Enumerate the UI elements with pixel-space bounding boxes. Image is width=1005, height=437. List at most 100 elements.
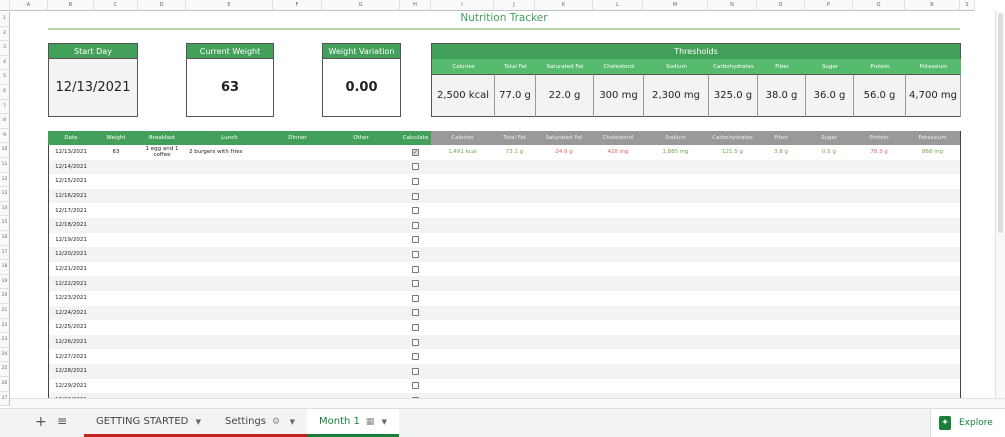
chevron-down-icon[interactable]: ▼	[195, 417, 201, 426]
checkbox-icon[interactable]	[412, 221, 419, 229]
row-header[interactable]: 19	[0, 274, 10, 290]
checkbox-icon[interactable]	[412, 309, 419, 317]
checkbox-icon[interactable]	[412, 280, 419, 288]
column-header[interactable]: H	[400, 0, 431, 11]
checkbox-icon[interactable]	[412, 265, 419, 273]
select-all-corner[interactable]	[0, 0, 10, 11]
row-header[interactable]: 23	[0, 333, 10, 348]
log-dinner-cell[interactable]	[273, 145, 322, 160]
calculate-checkbox-cell[interactable]	[400, 306, 431, 321]
row-header[interactable]: 8	[0, 114, 10, 129]
log-date-cell[interactable]: 12/27/2021	[55, 353, 87, 360]
log-date-cell[interactable]: 12/16/2021	[55, 193, 87, 200]
column-header[interactable]: N	[708, 0, 757, 11]
log-date-cell[interactable]: 12/15/2021	[55, 178, 87, 185]
checkbox-icon[interactable]	[412, 236, 419, 244]
threshold-value[interactable]: 325.0 g	[709, 74, 758, 117]
row-header[interactable]: 5	[0, 70, 10, 85]
calculate-checkbox-cell[interactable]	[400, 233, 431, 248]
threshold-value[interactable]: 2,300 mg	[644, 74, 709, 117]
log-date-cell[interactable]: 12/28/2021	[55, 368, 87, 375]
column-header[interactable]: Q	[853, 0, 905, 11]
chevron-down-icon[interactable]: ▼	[289, 417, 295, 426]
threshold-value[interactable]: 36.0 g	[806, 74, 854, 117]
checkbox-checked-icon[interactable]: ✓	[412, 148, 419, 156]
log-date-cell[interactable]: 12/18/2021	[55, 222, 87, 229]
log-weight-cell[interactable]: 63	[112, 149, 120, 156]
row-header[interactable]: 22	[0, 318, 10, 334]
checkbox-icon[interactable]	[412, 323, 419, 331]
checkbox-icon[interactable]	[412, 250, 419, 258]
row-header[interactable]: 15	[0, 216, 10, 231]
column-header[interactable]: E	[186, 0, 273, 11]
column-header[interactable]: B	[48, 0, 94, 11]
calculate-checkbox-cell[interactable]	[400, 247, 431, 262]
row-header[interactable]: 3	[0, 41, 10, 56]
calculate-checkbox-cell[interactable]	[400, 160, 431, 175]
log-date-cell[interactable]: 12/29/2021	[55, 382, 87, 389]
sheet-tab[interactable]: Settings ⚙ ▼	[213, 409, 307, 437]
row-header[interactable]: 20	[0, 289, 10, 304]
column-header[interactable]: C	[94, 0, 138, 11]
calculate-checkbox-cell[interactable]	[400, 291, 431, 306]
row-header[interactable]: 4	[0, 55, 10, 71]
column-header[interactable]: K	[535, 0, 593, 11]
checkbox-icon[interactable]	[412, 192, 419, 200]
column-header[interactable]: F	[273, 0, 322, 11]
column-header[interactable]: A	[10, 0, 48, 11]
calculate-checkbox-cell[interactable]	[400, 349, 431, 364]
row-header[interactable]: 11	[0, 158, 10, 173]
column-header[interactable]: R	[905, 0, 960, 11]
column-header[interactable]: I	[431, 0, 494, 11]
threshold-value[interactable]: 38.0 g	[758, 74, 806, 117]
row-header[interactable]: 2	[0, 26, 10, 42]
log-date-cell[interactable]: 12/14/2021	[55, 163, 87, 170]
row-header[interactable]: 24	[0, 347, 10, 363]
checkbox-icon[interactable]	[412, 367, 419, 375]
row-header[interactable]: 10	[0, 143, 10, 158]
log-date-cell[interactable]: 12/21/2021	[55, 266, 87, 273]
row-header[interactable]: 1	[0, 12, 10, 27]
calculate-checkbox-cell[interactable]	[400, 379, 431, 394]
calculate-checkbox-cell[interactable]	[400, 218, 431, 233]
checkbox-icon[interactable]	[412, 353, 419, 361]
row-header[interactable]: 13	[0, 187, 10, 202]
column-header[interactable]: D	[138, 0, 186, 11]
start-day-value[interactable]: 12/13/2021	[55, 79, 131, 95]
sheet-tab[interactable]: GETTING STARTED ▼	[84, 409, 213, 437]
calculate-checkbox-cell[interactable]	[400, 364, 431, 379]
calculate-checkbox-cell[interactable]	[400, 174, 431, 189]
calculate-checkbox-cell[interactable]	[400, 262, 431, 277]
row-header[interactable]: 16	[0, 231, 10, 246]
chevron-down-icon[interactable]: ▼	[381, 417, 387, 426]
checkbox-icon[interactable]	[412, 382, 419, 390]
row-header[interactable]: 17	[0, 245, 10, 261]
explore-button[interactable]: ✦ Explore	[930, 409, 1005, 437]
horizontal-scrollbar[interactable]	[10, 398, 1005, 408]
calculate-checkbox-cell[interactable]	[400, 320, 431, 335]
calculate-checkbox-cell[interactable]: ✓	[400, 145, 431, 160]
calculate-checkbox-cell[interactable]	[400, 276, 431, 291]
log-breakfast-cell[interactable]: 1 egg and 1 coffee	[145, 146, 179, 159]
add-sheet-icon[interactable]: +	[35, 414, 47, 430]
column-header[interactable]: L	[593, 0, 643, 11]
sheet-tab[interactable]: Month 1 ▦ ▼	[307, 409, 399, 437]
row-header[interactable]: 27	[0, 391, 10, 407]
threshold-value[interactable]: 300 mg	[594, 74, 644, 117]
column-header[interactable]: S	[960, 0, 975, 11]
calculate-checkbox-cell[interactable]	[400, 189, 431, 204]
log-date-cell[interactable]: 12/25/2021	[55, 324, 87, 331]
log-lunch-cell[interactable]: 2 burgers with fries	[189, 149, 243, 156]
column-header[interactable]: P	[805, 0, 853, 11]
checkbox-icon[interactable]	[412, 294, 419, 302]
row-header[interactable]: 6	[0, 85, 10, 100]
threshold-value[interactable]: 77.0 g	[495, 74, 536, 117]
row-header[interactable]: 14	[0, 201, 10, 217]
threshold-value[interactable]: 22.0 g	[536, 74, 594, 117]
checkbox-icon[interactable]	[412, 338, 419, 346]
checkbox-icon[interactable]	[412, 163, 419, 171]
row-header[interactable]: 12	[0, 172, 10, 188]
log-date-cell[interactable]: 12/23/2021	[55, 295, 87, 302]
log-date-cell[interactable]: 12/13/2021	[55, 149, 87, 156]
calculate-checkbox-cell[interactable]	[400, 203, 431, 218]
